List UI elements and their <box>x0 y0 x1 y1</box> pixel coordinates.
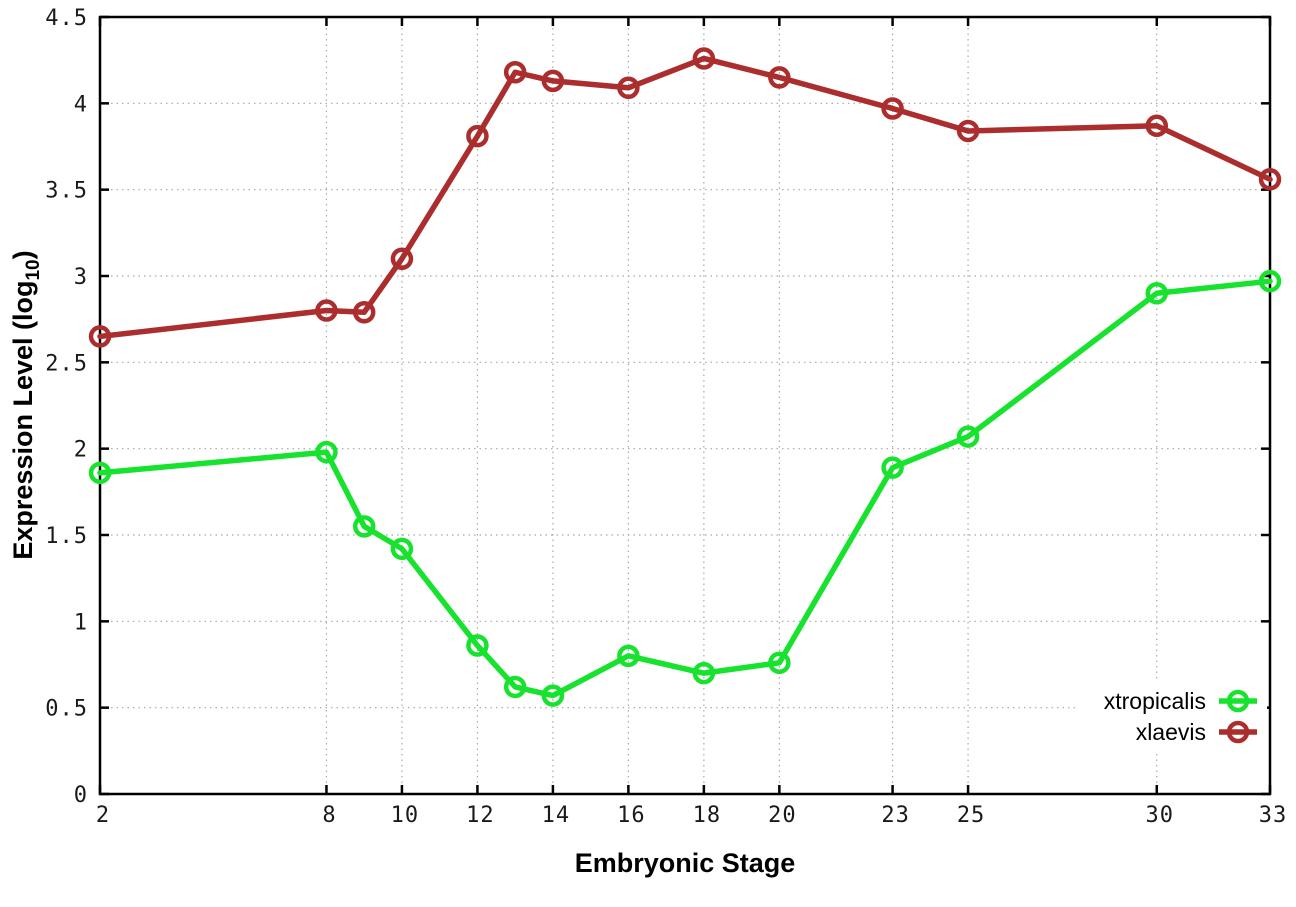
y-tick-label: 3 <box>74 265 88 290</box>
legend-marker-xlaevis <box>1226 720 1250 744</box>
data-point-xlaevis <box>503 61 527 84</box>
y-tick-label: 4.5 <box>45 6 88 31</box>
data-point-xtropicalis <box>881 456 904 479</box>
data-point-xlaevis <box>617 76 640 100</box>
data-point-xlaevis <box>541 69 565 93</box>
data-point-xlaevis <box>352 301 376 324</box>
series-line-xlaevis <box>97 55 1273 340</box>
series-line-xtropicalis <box>97 278 1273 699</box>
data-point-xlaevis <box>88 325 112 348</box>
data-point-xlaevis <box>315 299 338 322</box>
y-tick-label: 0 <box>74 783 88 808</box>
x-tick-label: 25 <box>957 803 986 828</box>
x-tick-label: 16 <box>617 803 646 828</box>
data-point-xlaevis <box>466 124 489 148</box>
data-point-xlaevis <box>390 247 414 270</box>
y-tick-label: 1.5 <box>45 524 88 549</box>
x-tick-label: 20 <box>768 803 797 828</box>
x-axis-label: Embryonic Stage <box>575 848 796 878</box>
data-point-xtropicalis <box>1258 269 1282 293</box>
x-tick-label: 14 <box>542 803 571 828</box>
data-point-xlaevis <box>768 66 791 89</box>
x-tick-label: 2 <box>96 803 110 828</box>
data-point-xtropicalis <box>768 651 791 675</box>
y-tick-label: 4 <box>74 92 88 117</box>
x-tick-label: 33 <box>1259 803 1288 828</box>
data-point-xlaevis <box>692 47 716 70</box>
x-tick-label: 30 <box>1146 803 1175 828</box>
data-point-xtropicalis <box>503 675 527 699</box>
data-point-xtropicalis <box>692 661 716 685</box>
data-point-xtropicalis <box>956 425 980 448</box>
legend-label-xtropicalis: xtropicalis <box>1104 688 1206 714</box>
x-tick-label: 10 <box>391 803 420 828</box>
x-tick-label: 12 <box>466 803 495 828</box>
data-point-xtropicalis <box>315 440 338 464</box>
data-point-xlaevis <box>1258 168 1282 191</box>
data-point-xtropicalis <box>88 461 112 485</box>
data-point-xlaevis <box>1145 114 1169 138</box>
data-point-xlaevis <box>956 119 980 143</box>
data-point-xtropicalis <box>617 644 640 668</box>
data-point-xtropicalis <box>1145 282 1169 305</box>
plot-border <box>98 15 1272 796</box>
x-tick-label: 8 <box>322 803 336 828</box>
data-point-xtropicalis <box>541 684 565 707</box>
legend-marker-xtropicalis <box>1226 689 1250 713</box>
legend-label-xlaevis: xlaevis <box>1136 719 1206 745</box>
data-point-xtropicalis <box>390 537 414 561</box>
y-tick-label: 3.5 <box>45 179 88 204</box>
x-tick-label: 18 <box>693 803 722 828</box>
y-axis-label: Expression Level (log10) <box>8 250 44 559</box>
y-tick-label: 2.5 <box>45 351 88 376</box>
y-tick-label: 2 <box>74 438 88 463</box>
y-tick-label: 0.5 <box>45 697 88 722</box>
x-tick-label: 23 <box>881 803 910 828</box>
y-tick-label: 1 <box>74 610 88 635</box>
data-point-xtropicalis <box>352 515 376 538</box>
data-point-xtropicalis <box>466 634 489 657</box>
data-point-xlaevis <box>881 97 904 120</box>
